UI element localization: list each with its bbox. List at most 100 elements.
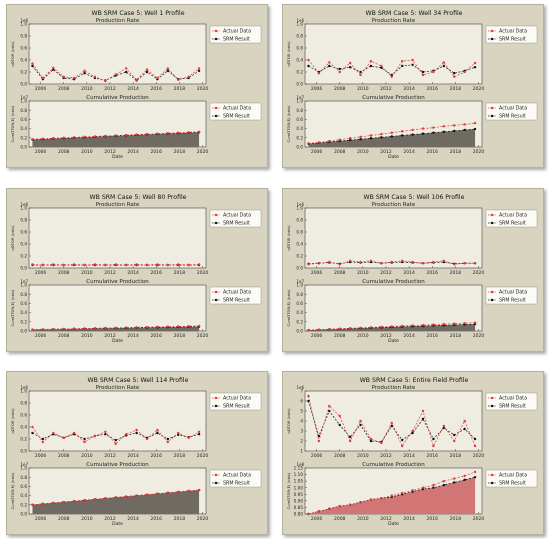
rate-actual-data-point (380, 64, 383, 68)
rate-actual-data-point (307, 394, 310, 398)
rate-xtick-label: 2008 (58, 86, 70, 92)
rate-actual-data-point (62, 263, 65, 267)
rate-actual-data-point (135, 263, 138, 266)
rate-actual-data-point (348, 439, 352, 443)
cumulative-xtick-label: 2008 (334, 333, 346, 339)
cumulative-actual-data-point (317, 141, 321, 144)
rate-srm-result-point (359, 70, 362, 74)
cumulative-xtick-label: 2016 (151, 516, 163, 522)
cumulative-actual-data-point (317, 328, 321, 331)
cumulative-xtick-label: 2012 (380, 516, 392, 522)
rate-xtick-label: 2018 (450, 86, 462, 92)
cumulative-xtick-label: 2020 (197, 516, 209, 522)
cumulative-ytick-label: 0.0 (20, 145, 27, 150)
cumulative-ytick-label: 0.4 (20, 493, 27, 498)
rate-srm-result-point (317, 434, 321, 438)
cumulative-xtick-label: 2016 (427, 149, 439, 155)
rate-xtick-label: 2014 (127, 270, 139, 276)
rate-legend-marker (214, 221, 218, 225)
rate-xtick-label: 2018 (174, 86, 186, 92)
cumulative-actual-data-point (93, 327, 97, 330)
cumulative-actual-data-point (114, 496, 117, 499)
cumulative-ytick-label: 0.0 (20, 512, 27, 517)
rate-actual-data-point (369, 437, 373, 441)
chart-title: WB SRM Case 5: Well 34 Profile (365, 10, 462, 17)
cumulative-actual-data-point (72, 136, 76, 139)
rate-legend-label: Actual Data (223, 396, 251, 402)
cumulative-actual-data-point (348, 137, 352, 140)
rate-legend-marker (490, 404, 494, 408)
cumulative-actual-data-point (124, 326, 128, 329)
cumulative-subtitle: Cumulative Production (362, 279, 425, 285)
rate-srm-result-point (453, 72, 456, 75)
cumulative-ylabel: CumDTOR(E) (bbls) (10, 472, 15, 510)
rate-ytick-label: 0.4 (20, 242, 27, 247)
rate-actual-data-point (177, 263, 180, 266)
cumulative-plot: Cumulative Production 0.0 0.2 0.4 0.6 0.8 1.01… (10, 462, 262, 527)
cumulative-actual-data-point (421, 323, 425, 327)
rate-actual-data-point (93, 263, 97, 266)
rate-xtick-label: 2006 (311, 86, 323, 92)
cumulative-actual-data-point (177, 490, 180, 494)
cumulative-actual-data-point (145, 132, 149, 136)
cumulative-actual-data-point (380, 325, 383, 329)
cumulative-xtick-label: 2012 (104, 516, 116, 522)
cumulative-actual-data-point (473, 121, 477, 125)
rate-actual-data-point (338, 414, 341, 418)
cumulative-ytick-label: 0.90 (294, 498, 304, 503)
cumulative-ytick-label: 0.2 (20, 502, 27, 507)
rate-actual-data-point (348, 61, 352, 65)
cumulative-actual-data-point (473, 321, 477, 324)
cumulative-legend-marker (490, 106, 494, 110)
cumulative-xtick-label: 2018 (450, 149, 462, 155)
rate-srm-result-point (453, 433, 456, 437)
cumulative-srm-result-point (442, 483, 446, 487)
rate-xtick-label: 2014 (127, 86, 139, 92)
rate-srm-result-point (328, 64, 331, 68)
cumulative-actual-data-point (348, 503, 352, 506)
rate-srm-result-point (348, 435, 352, 439)
cumulative-ytick-label: 0.8 (296, 292, 303, 297)
rate-srm-result-point (348, 66, 352, 69)
cumulative-actual-data-point (93, 498, 97, 501)
cumulative-actual-data-point (348, 327, 352, 330)
cumulative-ytick-label: 1.0 (296, 283, 303, 288)
cumulative-xtick-label: 2020 (197, 333, 209, 339)
cumulative-ytick-label: 1.00 (294, 485, 304, 490)
cumulative-exponent: 1e7 (20, 279, 28, 284)
rate-ytick-label: 6 (300, 399, 303, 404)
cumulative-exponent: 1e7 (296, 95, 304, 100)
rate-ytick-label: 0.8 (296, 34, 303, 39)
rate-actual-data-point (338, 263, 341, 266)
cumulative-actual-data-point (187, 489, 190, 493)
cumulative-srm-result-point (400, 134, 404, 137)
chart-title: WB SRM Case 5: Well 1 Profile (91, 10, 184, 17)
chart-title: WB SRM Case 5: Entire Field Profile (360, 377, 469, 384)
rate-xtick-label: 2012 (104, 270, 116, 276)
cumulative-actual-data-point (390, 131, 393, 134)
rate-srm-result-point (421, 417, 425, 421)
cumulative-xtick-label: 2016 (151, 333, 163, 339)
rate-xtick-label: 2012 (104, 453, 116, 459)
cumulative-srm-result-point (453, 129, 456, 133)
cumulative-legend-box (209, 102, 262, 121)
rate-xtick-label: 2010 (357, 453, 369, 459)
cumulative-legend-label: SRM Result (499, 114, 526, 120)
rate-actual-data-point (411, 260, 414, 264)
cumulative-xtick-label: 2020 (473, 516, 485, 522)
cumulative-ytick-label: 0.95 (294, 492, 304, 497)
rate-actual-data-point (156, 428, 159, 432)
rate-srm-result-point (52, 68, 55, 71)
rate-actual-data-point (359, 260, 362, 264)
rate-srm-result-point (369, 439, 373, 443)
cumulative-exponent: 1e7 (20, 462, 28, 467)
rate-legend-marker (490, 29, 494, 33)
rate-legend-label: SRM Result (499, 404, 526, 410)
rate-actual-data-point (31, 62, 34, 65)
rate-srm-result-point (432, 437, 435, 441)
rate-ytick-label: 0.8 (296, 218, 303, 223)
rate-actual-data-point (463, 419, 466, 423)
